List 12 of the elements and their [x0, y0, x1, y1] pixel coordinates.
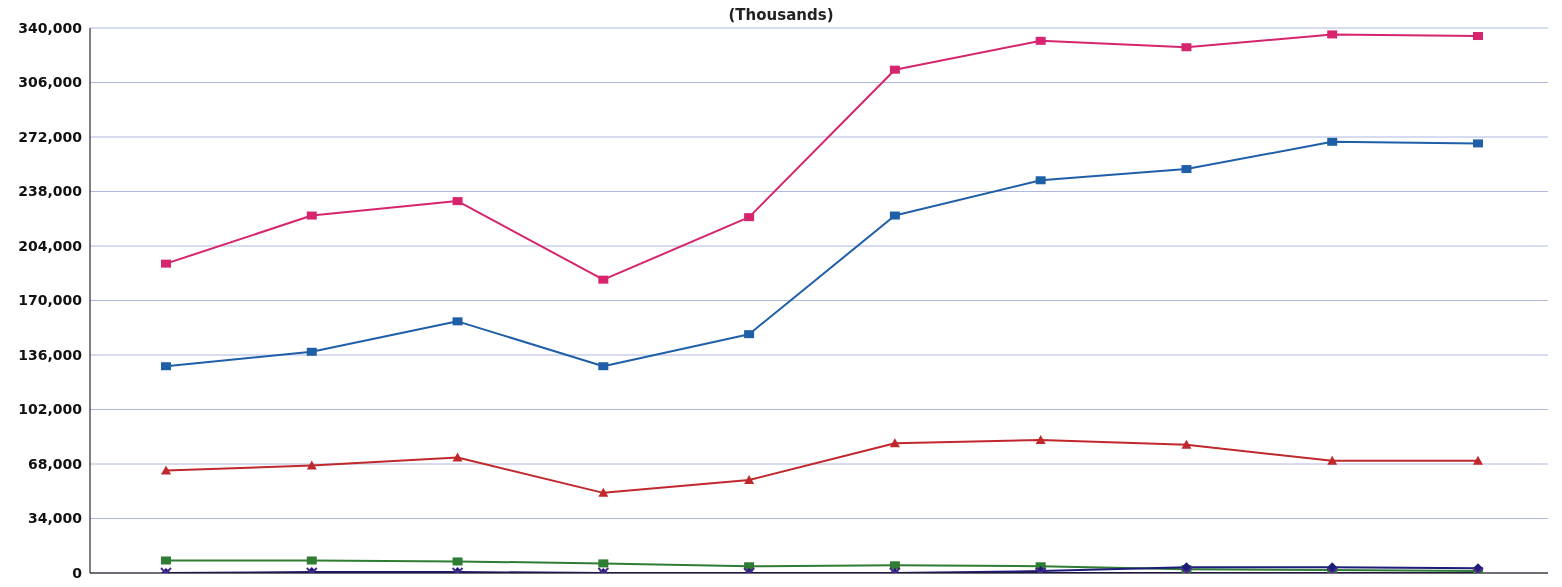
y-tick-label: 340,000 — [18, 19, 83, 36]
y-tick-label: 238,000 — [18, 183, 83, 200]
y-tick-label: 102,000 — [18, 401, 83, 418]
y-tick-label: 0 — [72, 564, 83, 581]
chart-title: (Thousands) — [728, 6, 834, 24]
y-tick-label: 34,000 — [27, 510, 83, 527]
y-tick-label: 68,000 — [27, 455, 83, 472]
y-tick-label: 136,000 — [18, 346, 83, 363]
y-tick-label: 204,000 — [18, 237, 83, 254]
y-tick-label: 170,000 — [18, 292, 83, 309]
y-tick-label: 306,000 — [18, 74, 83, 91]
y-tick-label: 272,000 — [18, 128, 83, 145]
